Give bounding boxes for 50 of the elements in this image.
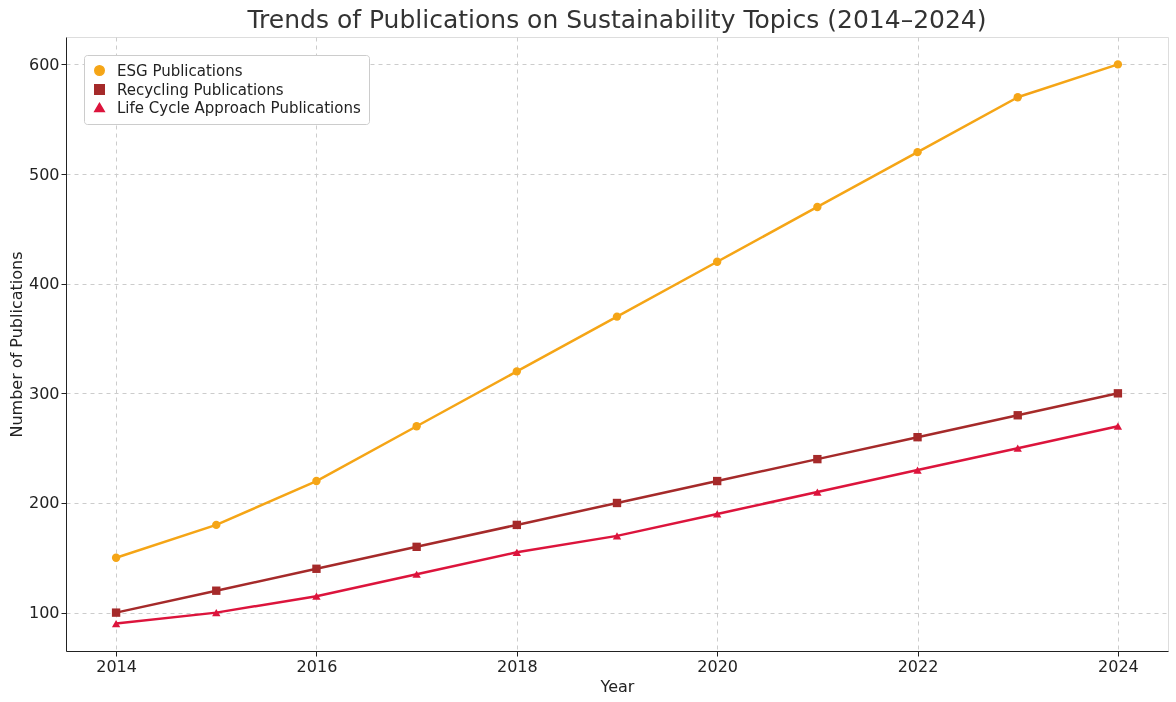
- point: [512, 548, 521, 556]
- point: [212, 586, 221, 595]
- point: [1113, 422, 1123, 430]
- point: [813, 202, 822, 212]
- point: [412, 542, 421, 552]
- legend-label: Recycling Publications: [117, 80, 284, 99]
- y-tick-label: 300: [28, 383, 60, 403]
- x-tick-label: 2022: [897, 656, 939, 676]
- point: [212, 609, 221, 617]
- y-tick-label: 100: [28, 603, 60, 623]
- point: [612, 498, 622, 508]
- y-axis-title: Number of Publications: [6, 251, 26, 438]
- y-tick-label: 500: [28, 164, 60, 184]
- x-tick-label: 2014: [96, 656, 137, 676]
- point: [312, 476, 321, 486]
- point: [713, 510, 722, 518]
- y-tick-label: 200: [28, 493, 60, 513]
- point: [412, 570, 421, 578]
- x-tick-label: 2020: [697, 656, 739, 676]
- point: [1013, 444, 1022, 452]
- point: [212, 520, 221, 530]
- point: [1113, 60, 1123, 69]
- point: [813, 454, 822, 464]
- y-tick-label: 600: [28, 54, 60, 74]
- point: [713, 476, 722, 486]
- point: [312, 592, 321, 600]
- point: [512, 520, 521, 530]
- point: [111, 553, 121, 562]
- point: [412, 422, 421, 431]
- legend-label: ESG Publications: [117, 61, 243, 80]
- chart-title: Trends of Publications on Sustainability Topics (2014–2024): [246, 5, 987, 34]
- legend-label: Life Cycle Approach Publications: [117, 98, 361, 117]
- point: [111, 608, 121, 617]
- point: [813, 488, 822, 496]
- point: [512, 367, 521, 376]
- point: [913, 433, 922, 442]
- x-tick-label: 2024: [1098, 656, 1139, 676]
- point: [612, 312, 622, 321]
- x-tick-label: 2018: [496, 656, 538, 676]
- point: [1113, 389, 1123, 398]
- point: [713, 257, 722, 266]
- point: [913, 466, 922, 474]
- y-tick-label: 400: [28, 274, 60, 294]
- x-tick-label: 2016: [296, 656, 338, 676]
- point: [913, 147, 922, 157]
- point: [312, 564, 321, 573]
- point: [111, 619, 121, 628]
- x-axis-title: Year: [599, 676, 635, 696]
- point: [1013, 411, 1022, 420]
- point: [1013, 93, 1022, 102]
